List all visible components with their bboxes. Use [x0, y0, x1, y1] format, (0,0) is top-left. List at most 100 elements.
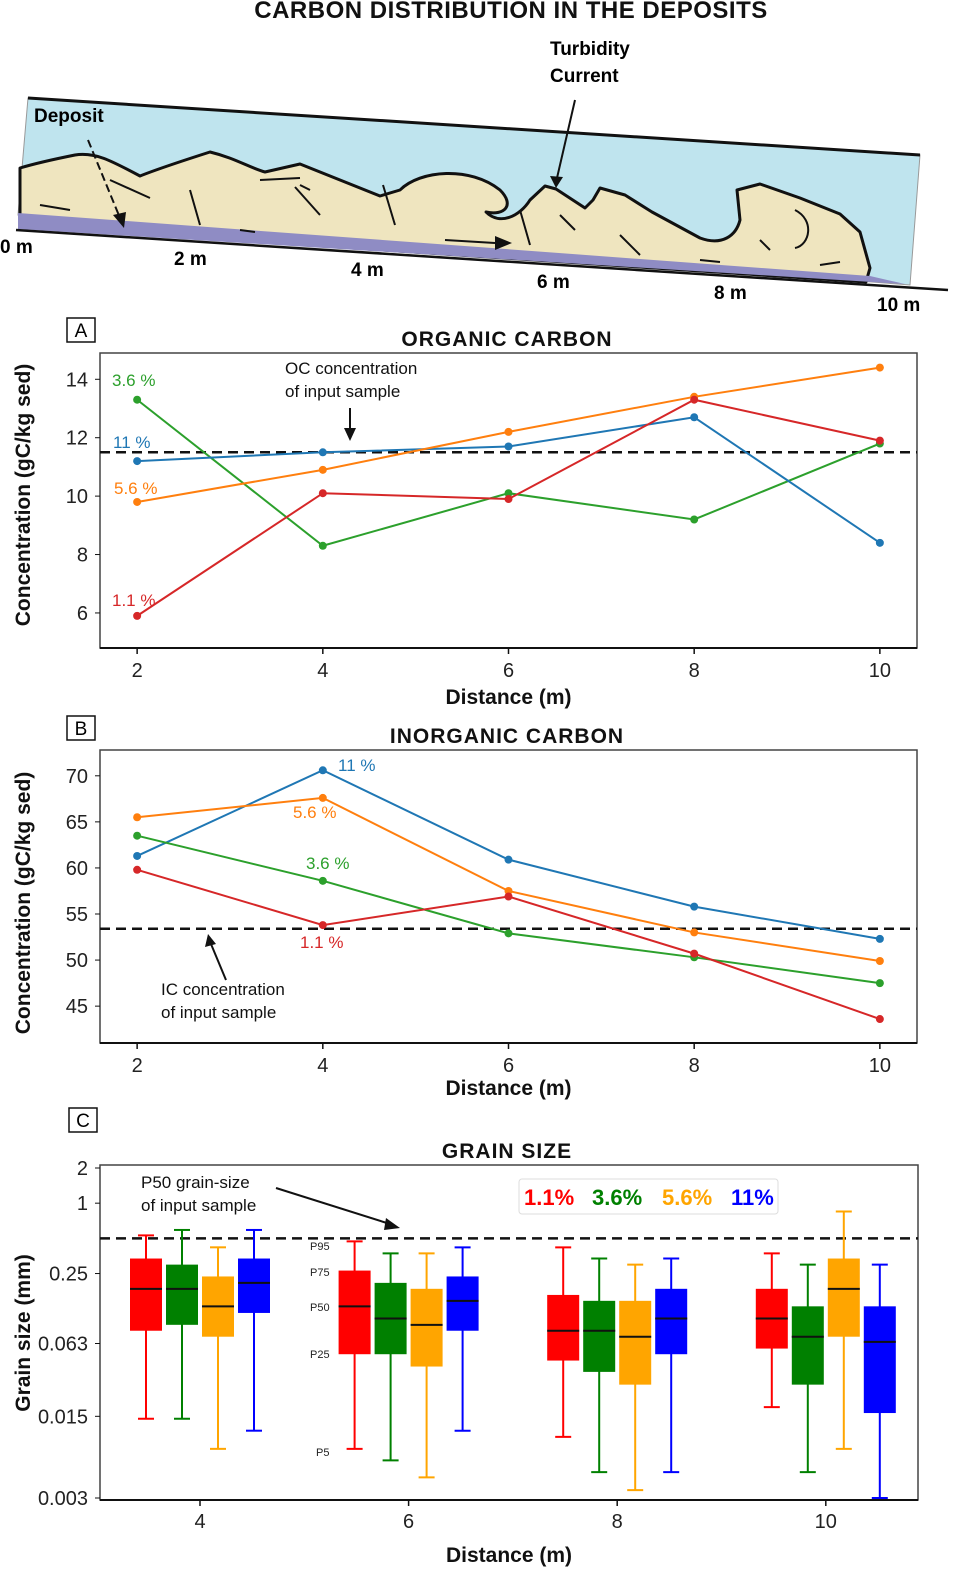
- x-axis-label: Distance (m): [445, 686, 571, 709]
- percentile-label: P95: [310, 1241, 330, 1253]
- box: [547, 1294, 580, 1361]
- ic-reference-label: of input sample: [161, 1003, 276, 1022]
- turbidity-arrowhead-icon: [550, 176, 563, 188]
- data-point: [318, 541, 327, 550]
- panel-c-header: C GRAIN SIZE: [68, 1107, 572, 1163]
- y-tick-label: 6: [77, 603, 88, 625]
- organic-carbon-chart: Distance (m) Concentration (gC/kg sed) 2 4 6…: [12, 352, 918, 709]
- p50-arrow: [275, 1187, 391, 1225]
- data-point: [504, 442, 513, 451]
- surface-line: [27, 96, 921, 157]
- x-tick-label: 4: [194, 1511, 205, 1533]
- panel-b-header: B INORGANIC CARBON: [66, 715, 623, 748]
- box: [446, 1276, 479, 1331]
- flow-arrow-icon: [495, 236, 512, 250]
- series-label: 1.1 %: [112, 591, 155, 610]
- data-point: [504, 929, 513, 938]
- data-point: [875, 538, 884, 547]
- percentile-label: P5: [316, 1447, 329, 1459]
- p50-arrowhead-icon: [384, 1218, 400, 1230]
- series-line: [137, 416, 881, 544]
- data-point: [875, 979, 884, 988]
- y-tick-label: 0.063: [38, 1333, 88, 1355]
- box: [166, 1264, 198, 1325]
- x-axis-label: Distance (m): [446, 1544, 572, 1567]
- inorganic-carbon-chart: Distance (m) Concentration (gC/kg sed) 2 4 6…: [12, 749, 918, 1100]
- y-axis-label: Concentration (gC/kg sed): [12, 364, 35, 627]
- series-line: [136, 769, 881, 940]
- data-point: [318, 793, 327, 802]
- seafloor-line: [15, 228, 949, 292]
- data-point: [504, 892, 513, 901]
- box-plot: [547, 1246, 580, 1438]
- data-point: [318, 465, 327, 474]
- p50-reference-label: of input sample: [141, 1196, 256, 1215]
- turbidity-label-line2: Current: [550, 66, 619, 87]
- data-point: [318, 489, 327, 498]
- panel-letter: A: [75, 321, 88, 342]
- x-tick-label: 10: [815, 1511, 837, 1533]
- y-tick-label: 0.003: [38, 1488, 88, 1510]
- panel-letter: C: [76, 1111, 90, 1132]
- turbidity-label-line1: Turbidity: [550, 39, 630, 60]
- box: [655, 1288, 688, 1355]
- box-plot: [410, 1252, 443, 1479]
- data-point: [318, 766, 327, 775]
- series-label: 11 %: [338, 756, 376, 775]
- distance-labels: 0 m 2 m 4 m 6 m 8 m 10 m: [0, 237, 920, 316]
- box-plot: [619, 1263, 652, 1492]
- y-tick-label: 14: [66, 369, 88, 391]
- distance-label: 8 m: [714, 283, 747, 304]
- data-point: [133, 395, 142, 404]
- x-tick-label: 6: [503, 1055, 514, 1077]
- oc-reference-label: of input sample: [285, 382, 400, 401]
- series-label: 5.6 %: [114, 479, 157, 498]
- data-point: [504, 495, 513, 504]
- x-tick-label: 6: [403, 1511, 414, 1533]
- y-tick-label: 10: [66, 486, 88, 508]
- y-axis-label: Grain size (mm): [12, 1254, 35, 1412]
- y-tick-label: 60: [66, 858, 88, 880]
- box-plot: [446, 1246, 479, 1432]
- box-plot: [374, 1252, 407, 1462]
- deposit-arrowhead-icon: [113, 212, 126, 228]
- y-tick-label: 50: [66, 950, 88, 972]
- turbidity-arrow: [556, 99, 576, 179]
- distance-label: 2 m: [174, 249, 207, 270]
- data-point: [690, 413, 699, 422]
- data-point: [133, 611, 142, 620]
- oc-arrowhead-icon: [344, 428, 356, 441]
- distance-label: 4 m: [351, 260, 384, 281]
- data-point: [690, 902, 699, 911]
- y-tick-label: 8: [77, 545, 88, 567]
- box: [583, 1300, 616, 1372]
- series-label: 5.6 %: [293, 803, 336, 822]
- data-point: [133, 497, 142, 506]
- oc-reference-label: OC concentration: [285, 359, 417, 378]
- series-label: 11 %: [113, 433, 151, 452]
- box: [827, 1258, 860, 1337]
- data-point: [133, 865, 142, 874]
- y-tick-label: 12: [66, 428, 88, 450]
- legend-entry: 11%: [731, 1185, 774, 1210]
- percentile-label: P25: [310, 1349, 330, 1361]
- y-tick-label: 45: [66, 996, 88, 1018]
- data-point: [875, 436, 884, 445]
- data-point: [504, 489, 513, 498]
- box: [410, 1288, 443, 1367]
- y-tick-label: 0.015: [38, 1406, 88, 1428]
- distance-label: 10 m: [877, 295, 920, 316]
- legend-entry: 5.6%: [662, 1185, 712, 1210]
- data-point: [690, 949, 699, 958]
- box: [863, 1306, 896, 1414]
- x-tick-label: 4: [317, 1055, 328, 1077]
- data-point: [318, 921, 327, 930]
- box-plot: [238, 1228, 270, 1432]
- chart-title: GRAIN SIZE: [442, 1140, 572, 1163]
- percentile-label: P75: [310, 1267, 330, 1279]
- diagram-title: CARBON DISTRIBUTION IN THE DEPOSITS: [254, 0, 768, 24]
- box: [791, 1306, 824, 1385]
- deposit-diagram: CARBON DISTRIBUTION IN THE DEPOSITS Turb…: [0, 0, 949, 316]
- y-tick-label: 2: [77, 1158, 88, 1180]
